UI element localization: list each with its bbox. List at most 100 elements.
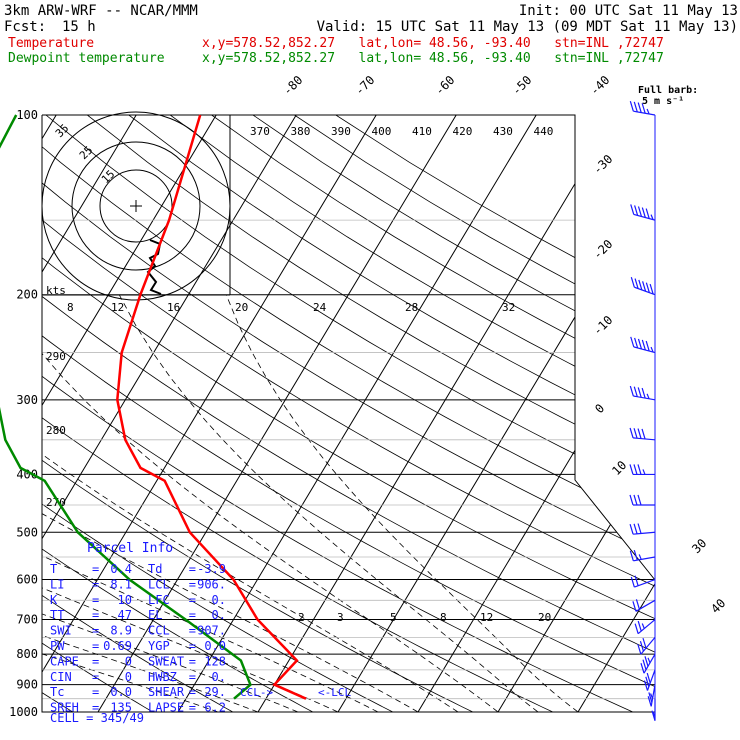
mixing-ratio-tick-label: 28: [405, 301, 418, 314]
moist-adiabat: [42, 294, 339, 712]
hodograph-ring-label-outer: 35: [53, 122, 72, 141]
parcel-equals: =: [92, 701, 99, 715]
isotherm-tick-label: 40: [708, 596, 728, 616]
wind-barb-flag: [629, 427, 634, 439]
theta-e-tick-label: 410: [412, 125, 432, 138]
dry-adiabat: [42, 115, 655, 712]
temperature-legend-info: x,y=578.52,852.27 lat,lon= 48.56, -93.40…: [202, 36, 664, 51]
parcel-label: Td: [148, 562, 162, 576]
wind-barb: [637, 637, 656, 655]
parcel-equals: =: [92, 562, 99, 576]
theta-e-tick-label: 430: [493, 125, 513, 138]
pressure-tick-label: 1000: [9, 705, 38, 719]
theta-e-tick-label: 420: [453, 125, 473, 138]
wind-barb: [640, 653, 656, 674]
wind-barb: [651, 698, 656, 721]
parcel-label: SWI: [50, 624, 72, 638]
wind-barb-half-flag: [642, 469, 646, 475]
theta-e-tick-label: 400: [372, 125, 392, 138]
parcel-equals: =: [92, 670, 99, 684]
parcel-equals: =: [92, 624, 99, 638]
wind-barb: [629, 385, 656, 401]
moist-adiabat: [42, 294, 499, 712]
pressure-tick-label: 700: [16, 613, 38, 627]
wind-barb-half-flag: [641, 623, 645, 629]
wind-barb-flag: [644, 656, 649, 667]
wind-barb: [629, 494, 655, 506]
dry-adiabat: [42, 115, 655, 712]
wind-barb: [630, 336, 656, 354]
isotherm-line: [497, 115, 655, 712]
parcel-equals: =: [189, 562, 196, 576]
parcel-value: 0.0: [204, 639, 226, 653]
parcel-label: CAPE: [50, 654, 79, 668]
parcel-label: EL: [148, 608, 162, 622]
wind-barb-flag: [648, 692, 653, 703]
parcel-value: 8.9: [110, 624, 132, 638]
parcel-value: 0.: [212, 593, 226, 607]
wind-barb-flag: [637, 428, 642, 439]
parcel-label: K: [50, 593, 58, 607]
pressure-tick-label: 900: [16, 678, 38, 692]
wind-barb-half-flag: [646, 108, 650, 115]
parcel-equals: =: [92, 577, 99, 591]
mixing-ratio-tick-label: 20: [235, 301, 248, 314]
wind-barb-flag: [634, 337, 639, 349]
theta-e-tick-label: 440: [534, 125, 554, 138]
isotherm-line: [658, 115, 740, 712]
wind-barb-half-flag: [652, 711, 656, 717]
pressure-tick-label: 400: [16, 467, 38, 481]
wind-barb-flag: [645, 676, 650, 687]
pressure-tick-label: 100: [16, 108, 38, 122]
mixing-ratio-tick-label: 5: [390, 611, 397, 624]
isotherm-tick-label: -20: [590, 237, 615, 262]
parcel-value: 0.: [212, 670, 226, 684]
parcel-equals: =: [92, 654, 99, 668]
pressure-tick-label: 500: [16, 525, 38, 539]
isotherm-line: [42, 115, 137, 712]
wind-barb: [632, 599, 656, 612]
wind-barb: [630, 575, 656, 588]
mixing-ratio-tick-label: 2: [298, 611, 305, 624]
wind-barb-flag: [630, 277, 635, 288]
wind-barb: [629, 101, 656, 116]
wind-barb-flag: [647, 696, 652, 707]
wind-barb-flag: [637, 523, 642, 534]
isotherm-line: [97, 115, 457, 712]
wind-barb-flag: [629, 464, 634, 475]
wind-barb-flag: [637, 464, 642, 475]
pressure-tick-label: 800: [16, 647, 38, 661]
mixing-ratio-tick-label: 24: [313, 301, 327, 314]
mixing-ratio-tick-label: 3: [337, 611, 344, 624]
parcel-value: 907.: [197, 624, 226, 638]
dry-adiabat: [42, 115, 655, 712]
parcel-value: -3.9: [197, 562, 226, 576]
wind-barb-flag: [633, 464, 638, 475]
wind-barb: [629, 427, 656, 441]
hodograph-ring: [71, 141, 201, 271]
wind-barb: [647, 684, 656, 707]
model-title: 3km ARW-WRF -- NCAR/MMM: [4, 3, 198, 19]
wind-barb: [629, 549, 656, 562]
parcel-label: YGP: [148, 639, 170, 653]
wind-barb-flag: [634, 575, 639, 586]
parcel-value: 10: [118, 593, 132, 607]
moist-adiabat: [225, 294, 579, 712]
parcel-label: LAPSE: [148, 701, 184, 715]
parcel-value: 0: [125, 654, 132, 668]
wind-barb-half-flag: [638, 554, 642, 560]
wind-barb-flag: [646, 672, 651, 684]
wind-barb-staff: [633, 437, 656, 441]
wind-barb-flag: [641, 387, 646, 399]
wind-barb-half-flag: [650, 346, 654, 353]
wind-barb: [630, 277, 656, 296]
dewpoint-legend-info: x,y=578.52,852.27 lat,lon= 48.56, -93.40…: [202, 51, 664, 66]
wind-barb-staff: [634, 578, 656, 588]
parcel-label: T: [50, 562, 57, 576]
parcel-equals: =: [189, 701, 196, 715]
parcel-value: 0.: [212, 608, 226, 622]
mixing-ratio-tick-label: 20: [538, 611, 551, 624]
dewpoint-legend-label: Dewpoint temperature: [8, 51, 165, 66]
isotherm-line: [42, 115, 217, 712]
wind-barb: [643, 669, 656, 691]
